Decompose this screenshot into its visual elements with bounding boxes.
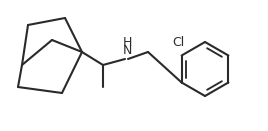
Text: N: N [122, 44, 132, 57]
Text: H: H [122, 36, 132, 49]
Text: Cl: Cl [173, 37, 185, 50]
